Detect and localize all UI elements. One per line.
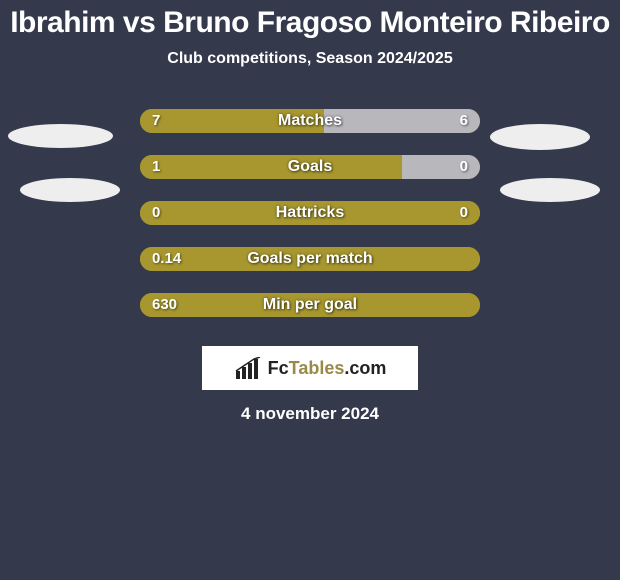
decorative-ellipse [8, 124, 113, 148]
bar-value-left: 1 [152, 155, 160, 179]
bar-track: Goals per match0.14 [140, 247, 480, 271]
bar-left [140, 247, 480, 271]
logo-main: Tables [289, 358, 345, 378]
bar-value-right: 0 [460, 155, 468, 179]
bar-right [402, 155, 480, 179]
bar-left [140, 201, 480, 225]
bar-track: Goals10 [140, 155, 480, 179]
bar-track: Matches76 [140, 109, 480, 133]
date-text: 4 november 2024 [0, 404, 620, 424]
fctables-logo: FcTables.com [202, 346, 418, 390]
bar-value-left: 0 [152, 201, 160, 225]
bar-value-left: 7 [152, 109, 160, 133]
bar-value-left: 0.14 [152, 247, 181, 271]
decorative-ellipse [500, 178, 600, 202]
logo-text: FcTables.com [268, 358, 387, 379]
bars-icon [234, 357, 262, 379]
bar-value-right: 0 [460, 201, 468, 225]
stat-row: Goals per match0.14 [0, 236, 620, 282]
bar-left [140, 293, 480, 317]
decorative-ellipse [20, 178, 120, 202]
subtitle: Club competitions, Season 2024/2025 [0, 50, 620, 68]
stat-row: Min per goal630 [0, 282, 620, 328]
page-title: Ibrahim vs Bruno Fragoso Monteiro Ribeir… [0, 0, 620, 40]
decorative-ellipse [490, 124, 590, 150]
logo-suffix: .com [344, 358, 386, 378]
logo-prefix: Fc [268, 358, 289, 378]
bar-track: Min per goal630 [140, 293, 480, 317]
bar-value-right: 6 [460, 109, 468, 133]
bar-value-left: 630 [152, 293, 177, 317]
bar-left [140, 155, 402, 179]
bar-track: Hattricks00 [140, 201, 480, 225]
bar-left [140, 109, 324, 133]
bar-right [324, 109, 480, 133]
